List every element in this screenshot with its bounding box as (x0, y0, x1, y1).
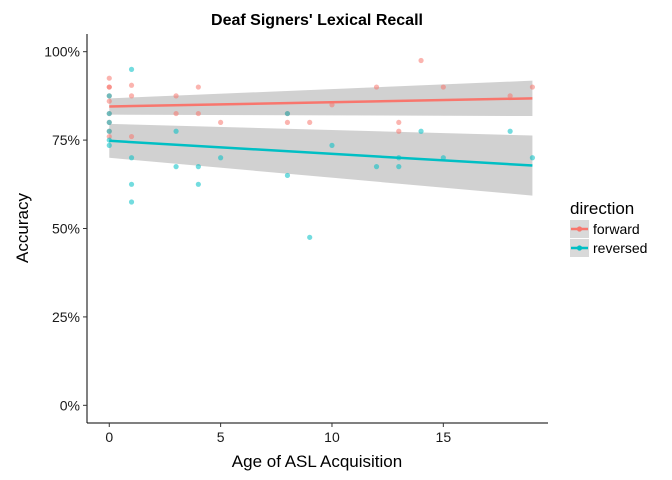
point-reversed-21 (396, 164, 402, 170)
point-reversed-18 (329, 142, 335, 148)
y-tick-label-2: 50% (52, 221, 80, 237)
point-forward-21 (373, 84, 380, 90)
point-reversed-0 (106, 93, 112, 99)
point-forward-19 (307, 119, 313, 126)
confidence-bands (109, 80, 533, 196)
point-reversed-11 (173, 164, 179, 170)
fit-lines (109, 97, 533, 167)
y-tick-label-1: 25% (52, 309, 80, 325)
legend-label-forward: forward (593, 221, 640, 237)
y-tick-label-4: 100% (44, 44, 80, 60)
legend-item-reversed: reversed (570, 239, 647, 257)
x-tick-label-2: 10 (324, 429, 340, 445)
point-reversed-9 (128, 199, 135, 205)
point-forward-27 (529, 84, 536, 90)
point-forward-9 (128, 82, 135, 88)
point-forward-12 (173, 93, 179, 99)
legend-key-reversed-point (576, 245, 583, 251)
point-forward-10 (128, 93, 135, 99)
point-forward-18 (284, 119, 291, 126)
point-reversed-14 (218, 155, 224, 161)
ci-band-reversed (109, 123, 533, 196)
point-forward-13 (173, 110, 179, 117)
point-forward-15 (195, 110, 201, 117)
x-tick-label-0: 0 (105, 429, 113, 445)
point-forward-2 (106, 84, 112, 90)
legend-label-reversed: reversed (593, 240, 647, 256)
point-forward-24 (418, 57, 424, 64)
ticks: 0 5 10 15 0% 25% 50% 75% 100% (44, 44, 451, 445)
legend-item-forward: forward (570, 220, 640, 238)
x-tick-label-3: 15 (436, 429, 452, 445)
point-reversed-8 (128, 181, 135, 187)
point-reversed-19 (373, 164, 380, 170)
point-reversed-25 (529, 155, 536, 161)
point-reversed-5 (106, 142, 112, 148)
point-forward-26 (507, 93, 513, 99)
legend-title: direction (570, 199, 634, 218)
point-reversed-3 (106, 128, 112, 134)
legend: direction forward reversed (570, 199, 647, 257)
point-reversed-17 (307, 234, 313, 240)
point-reversed-22 (418, 128, 424, 134)
y-axis-title: Accuracy (13, 193, 32, 263)
ci-band-forward (109, 80, 533, 117)
point-forward-23 (396, 128, 402, 134)
x-tick-label-1: 5 (217, 429, 225, 445)
point-reversed-15 (284, 110, 291, 117)
fit-line-reversed (109, 139, 533, 167)
y-tick-label-0: 0% (60, 397, 80, 413)
fit-line-forward (109, 97, 533, 108)
point-reversed-10 (173, 128, 179, 134)
point-reversed-16 (284, 172, 291, 179)
data-points (106, 57, 536, 240)
point-forward-16 (218, 119, 224, 126)
point-reversed-24 (507, 128, 513, 134)
point-reversed-7 (128, 155, 135, 161)
point-reversed-12 (195, 164, 201, 170)
point-reversed-1 (106, 110, 112, 117)
point-reversed-13 (195, 181, 201, 187)
legend-key-forward-point (576, 226, 583, 232)
x-axis-title: Age of ASL Acquisition (232, 452, 402, 471)
y-tick-label-3: 75% (52, 132, 80, 148)
point-reversed-2 (106, 119, 112, 126)
point-forward-25 (440, 84, 446, 90)
point-forward-14 (195, 84, 201, 90)
point-forward-22 (396, 119, 402, 126)
point-forward-11 (128, 133, 135, 140)
chart-title: Deaf Signers' Lexical Recall (211, 12, 423, 29)
point-reversed-6 (128, 66, 135, 72)
point-forward-4 (106, 98, 112, 104)
point-forward-0 (106, 75, 112, 81)
